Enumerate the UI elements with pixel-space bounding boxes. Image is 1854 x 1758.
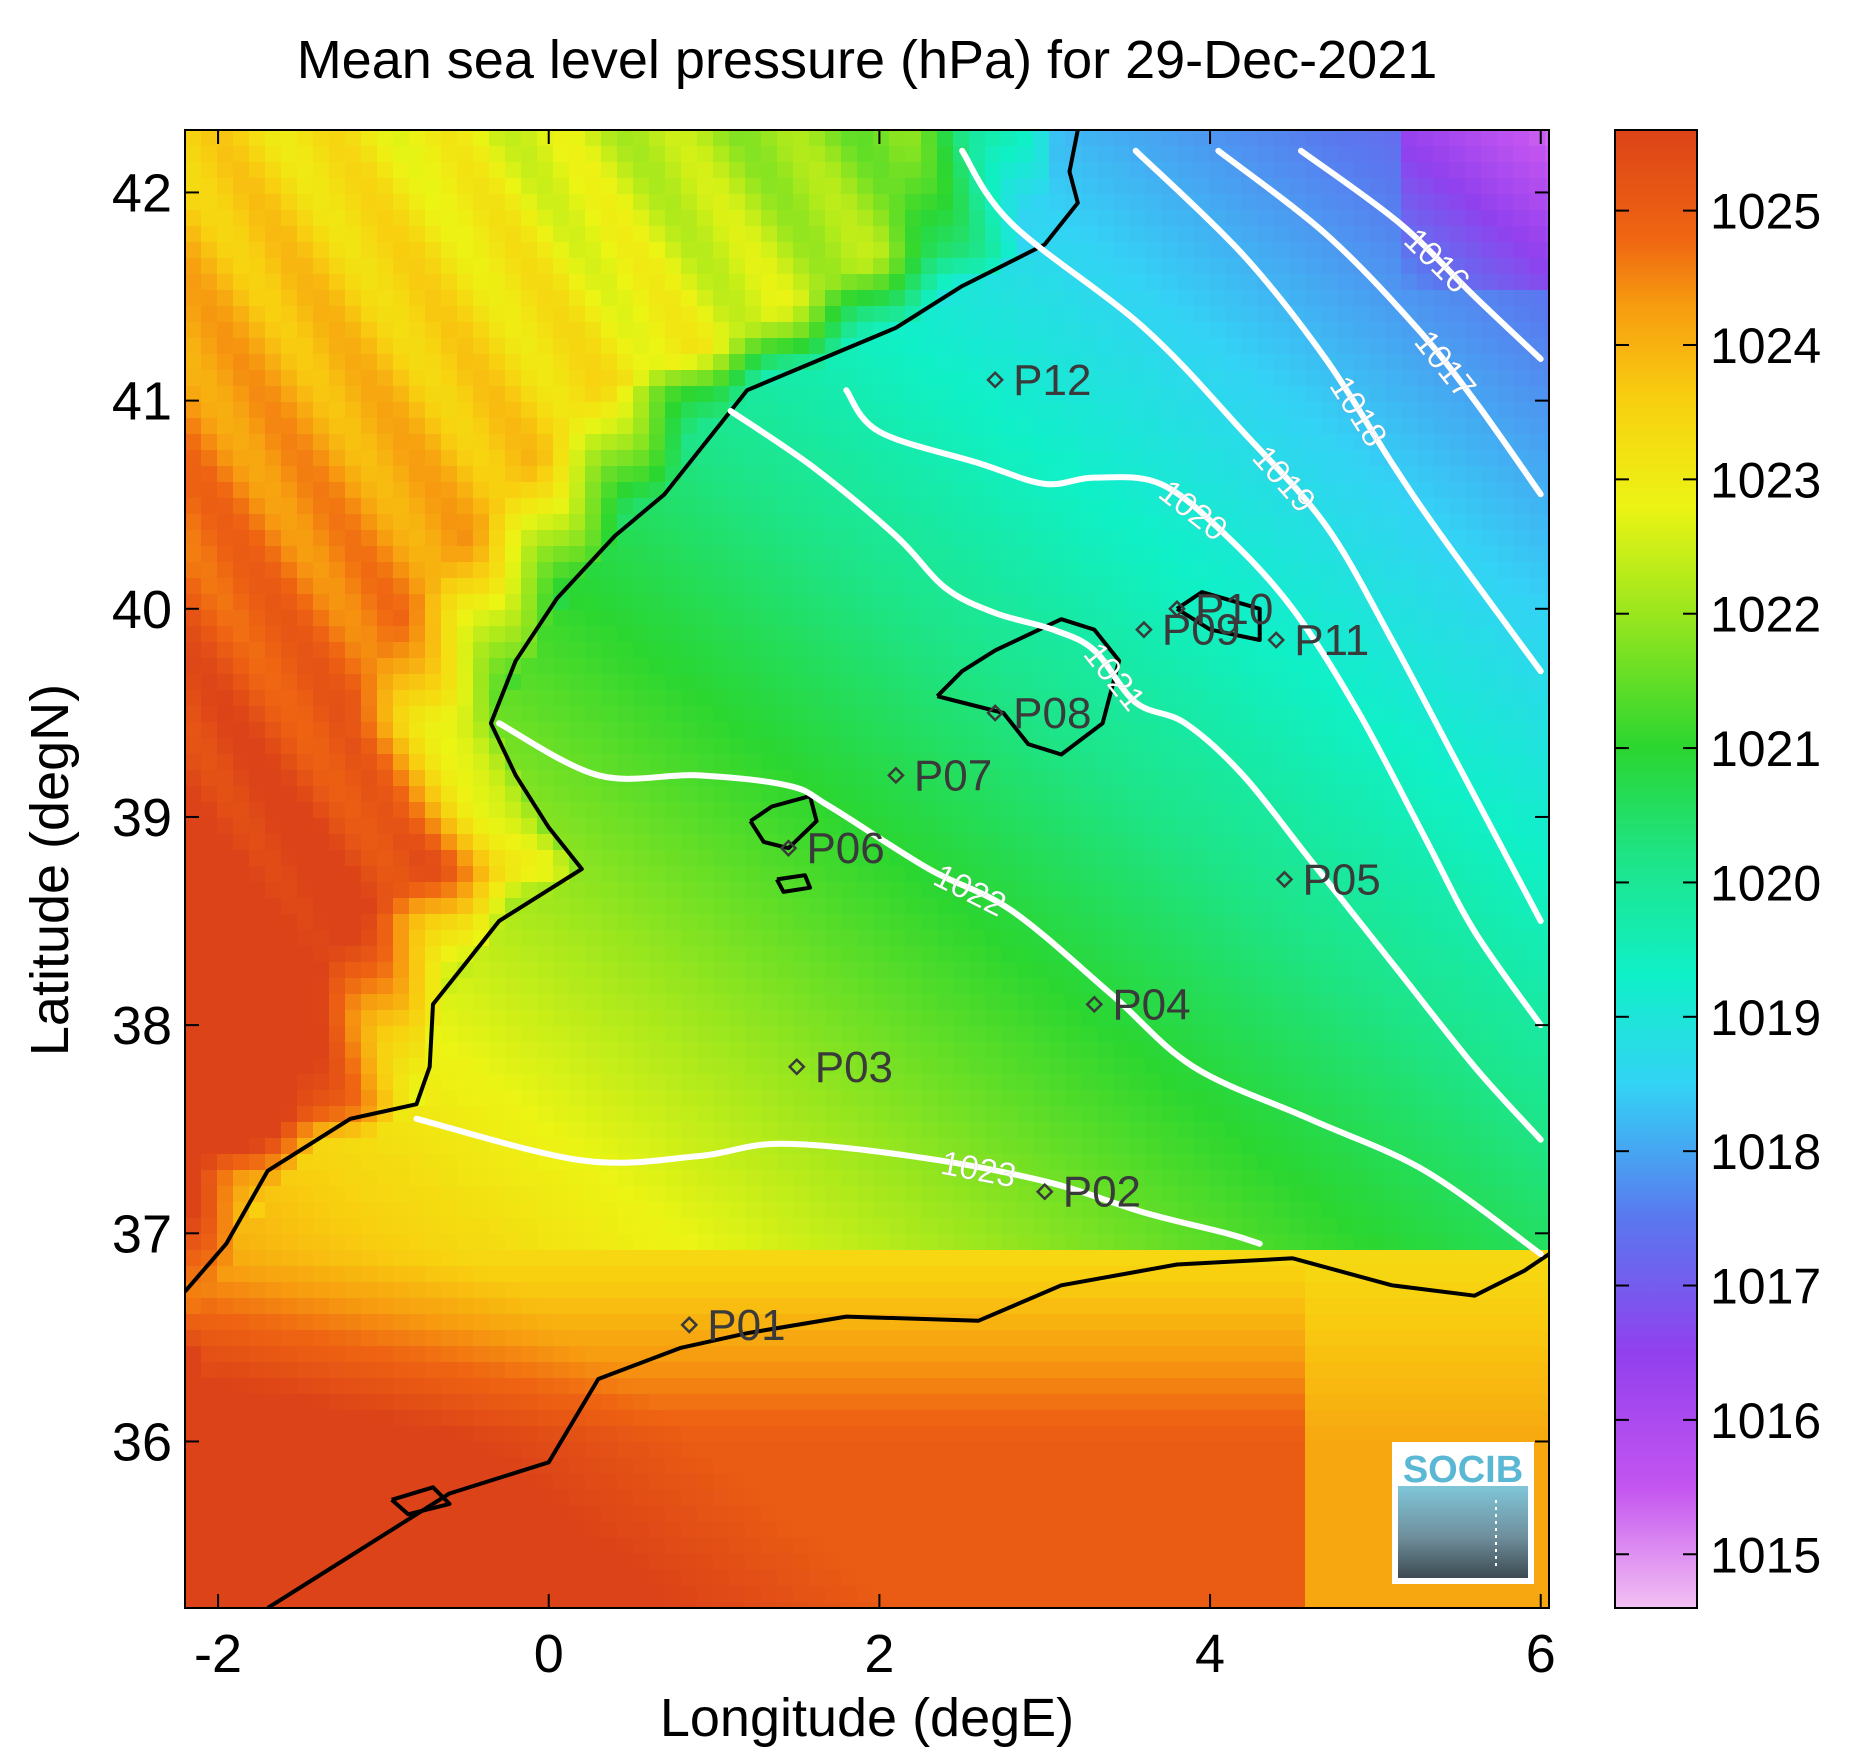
- station-marker: [1267, 631, 1286, 649]
- x-tick-label: 2: [864, 1624, 894, 1684]
- station-p12: P12: [986, 356, 1091, 405]
- x-tick-label: 0: [534, 1624, 564, 1684]
- logo-text: SOCIB: [1403, 1449, 1523, 1491]
- station-label: P11: [1294, 616, 1369, 665]
- chart-title: Mean sea level pressure (hPa) for 29-Dec…: [297, 30, 1438, 90]
- station-p10: P10: [1168, 585, 1273, 634]
- colorbar-tick-label: 1016: [1710, 1393, 1821, 1449]
- station-label: P02: [1063, 1168, 1141, 1217]
- station-label: P06: [806, 824, 884, 873]
- x-axis-label: Longitude (degE): [660, 1688, 1074, 1748]
- x-tick-label: 6: [1526, 1624, 1556, 1684]
- coastline-segment: [390, 1485, 452, 1517]
- station-label: P08: [1013, 689, 1091, 738]
- station-p11: P11: [1267, 616, 1369, 665]
- station-marker: [986, 704, 1004, 722]
- station-p05: P05: [1275, 855, 1381, 904]
- station-marker: [779, 839, 798, 858]
- coastline-segment: [266, 1252, 1549, 1608]
- station-p04: P04: [1085, 980, 1191, 1029]
- colorbar-tick-label: 1017: [1710, 1259, 1821, 1315]
- y-tick-label: 40: [112, 580, 172, 640]
- station-label: P01: [707, 1301, 785, 1350]
- y-tick-label: 38: [112, 996, 172, 1056]
- socib-logo: SOCIB: [1392, 1442, 1534, 1584]
- colorbar-tick-label: 1025: [1710, 184, 1821, 240]
- y-tick-label: 36: [112, 1412, 172, 1472]
- colorbar-frame: [1614, 129, 1698, 1609]
- plot-frame: [184, 129, 1550, 1609]
- colorbar-gradient: [1615, 130, 1697, 1608]
- coastline-segment: [935, 617, 1122, 757]
- x-axis: -2 0 2 4 6: [194, 130, 1556, 1684]
- station-p06: P06: [779, 824, 885, 873]
- station-marker: [1085, 995, 1104, 1014]
- colorbar-tick-label: 1023: [1710, 452, 1821, 508]
- colorbar-tick-label: 1015: [1710, 1527, 1821, 1583]
- station-label: P10: [1195, 585, 1273, 634]
- colorbar-ticks: 1015 1016 1017 1018 1019 1020 1021 1022 1023 1024…: [1615, 184, 1821, 1583]
- x-tick-label: -2: [194, 1624, 242, 1684]
- y-tick-label: 39: [112, 788, 172, 848]
- station-marker: [1275, 870, 1294, 889]
- colorbar-tick-label: 1022: [1710, 587, 1821, 643]
- station-p03: P03: [787, 1043, 893, 1092]
- y-axis-label: Latitude (degN): [20, 684, 80, 1056]
- station-marker: [986, 370, 1004, 389]
- pressure-field: [185, 130, 1549, 1608]
- coastline-segment: [748, 794, 819, 851]
- y-tick-label: 41: [112, 372, 172, 432]
- colorbar-tick-label: 1024: [1710, 318, 1821, 374]
- colorbar-tick-label: 1020: [1710, 855, 1821, 911]
- y-axis: 36 37 38 39 40 41 42: [112, 163, 1549, 1472]
- colorbar-tick-label: 1019: [1710, 990, 1821, 1046]
- station-marker: [680, 1316, 699, 1334]
- station-marker: [1135, 620, 1153, 639]
- station-label: P03: [815, 1043, 893, 1092]
- station-label: P07: [914, 751, 992, 800]
- station-marker: [887, 766, 905, 785]
- y-tick-label: 37: [112, 1204, 172, 1264]
- y-tick-label: 42: [112, 163, 172, 223]
- station-label: P12: [1013, 356, 1091, 405]
- station-p02: P02: [1035, 1168, 1141, 1217]
- station-label: P05: [1302, 855, 1380, 904]
- station-marker: [1035, 1182, 1054, 1201]
- colorbar-tick-label: 1018: [1710, 1124, 1821, 1180]
- colorbar: 1015 1016 1017 1018 1019 1020 1021 1022 1023 1024…: [1614, 129, 1821, 1609]
- coastline-segment: [775, 873, 812, 894]
- coastline: [185, 130, 1549, 1608]
- station-marker: [787, 1057, 806, 1076]
- colorbar-tick-label: 1021: [1710, 721, 1821, 777]
- station-p08: P08: [986, 689, 1091, 738]
- station-p07: P07: [887, 751, 992, 800]
- station-marker: [1168, 599, 1186, 618]
- station-label: P04: [1112, 980, 1190, 1029]
- coastline-segment: [185, 130, 1080, 1293]
- coastline-segment: [1175, 590, 1262, 642]
- x-tick-label: 4: [1195, 1624, 1225, 1684]
- station-p01: P01: [680, 1301, 786, 1350]
